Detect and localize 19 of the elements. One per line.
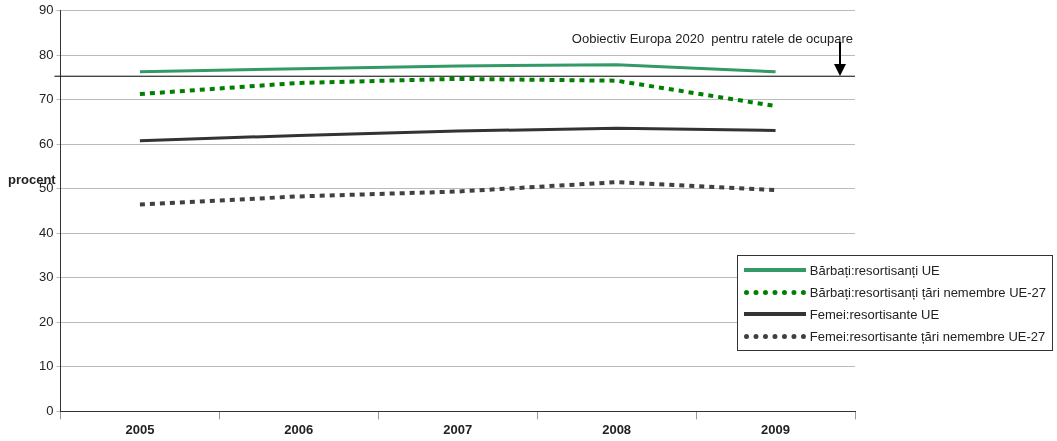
legend-label: Femei:resortisante țări nemembre UE-27 [809, 328, 1046, 344]
y-tick-label: 10 [38, 358, 54, 374]
y-tick-label: 70 [38, 91, 54, 107]
y-tick-label: 80 [38, 46, 54, 62]
x-tick-label: 2007 [443, 421, 473, 437]
x-tick-label: 2006 [284, 421, 314, 437]
y-tick-label: 60 [38, 135, 54, 151]
ref-line-label: Oobiectiv Europa 2020 pentru ratele de ocupare [571, 31, 853, 47]
y-tick-label: 20 [38, 313, 54, 329]
y-tick-label: 30 [38, 269, 54, 285]
y-tick-label: 40 [38, 224, 54, 240]
y-tick-label: 90 [38, 2, 54, 18]
x-tick-label: 2009 [761, 421, 791, 437]
legend-label: Bărbați:resortisanți UE [809, 262, 940, 278]
x-tick-label: 2008 [602, 421, 632, 437]
legend-label: Bărbați:resortisanți țări nemembre UE-27 [809, 284, 1046, 300]
x-tick-label: 2005 [125, 421, 155, 437]
y-tick-label: 0 [46, 402, 54, 418]
legend-label: Femei:resortisante UE [809, 306, 940, 322]
